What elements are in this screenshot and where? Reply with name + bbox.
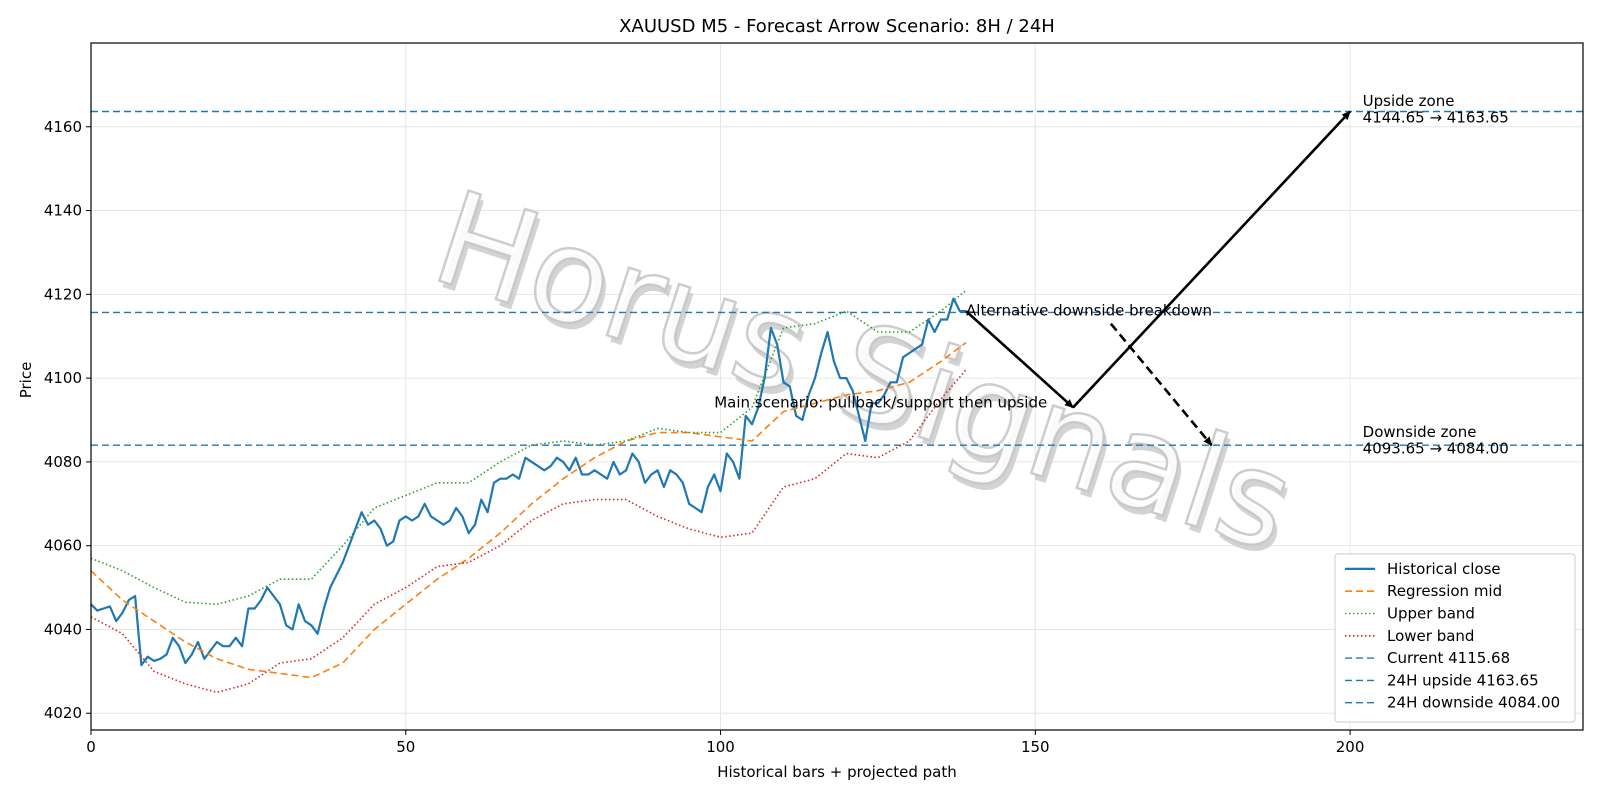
series-line — [90, 297, 967, 667]
x-tick-label: 200 — [1336, 738, 1365, 756]
legend-entry-label: Historical close — [1387, 560, 1501, 578]
y-axis-ticks: 4020 4040 4060 4080 4100 4120 4140 4160 — [44, 118, 91, 722]
legend-entry-label: Current 4115.68 — [1387, 649, 1510, 667]
y-tick-label: 4080 — [44, 453, 82, 471]
y-tick-label: 4160 — [44, 118, 82, 136]
arrow-alt-downside — [1109, 322, 1213, 446]
series-line — [90, 369, 967, 694]
annotation-text: Alternative downside breakdown — [966, 301, 1212, 319]
x-tick-label: 100 — [706, 738, 735, 756]
x-tick-label: 0 — [86, 738, 96, 756]
legend: Historical close Regression mid Upper band… — [1334, 553, 1576, 723]
series-line — [90, 289, 967, 606]
y-tick-label: 4120 — [44, 285, 82, 303]
annotation-text: 4144.65 → 4163.65 — [1363, 109, 1509, 127]
legend-entry-label: 24H downside 4084.00 — [1387, 694, 1560, 712]
chart-title: XAUUSD M5 - Forecast Arrow Scenario: 8H … — [619, 16, 1055, 37]
y-tick-label: 4020 — [44, 704, 82, 722]
annotation-text: Downside zone — [1363, 423, 1477, 441]
plot-frame — [90, 42, 1584, 731]
y-tick-label: 4140 — [44, 202, 82, 220]
legend-entry-label: Regression mid — [1387, 582, 1502, 600]
x-axis-ticks: 0 50 100 150 200 — [86, 730, 1364, 756]
annotation-text: Upside zone — [1363, 92, 1455, 110]
annotations: Alternative downside breakdown Main scena… — [714, 92, 1509, 458]
x-tick-label: 50 — [396, 738, 415, 756]
y-tick-label: 4100 — [44, 369, 82, 387]
horizontal-levels — [91, 110, 1583, 446]
y-tick-label: 4040 — [44, 620, 82, 638]
legend-box — [1334, 553, 1576, 723]
arrow-main-pullback — [965, 310, 1074, 409]
x-axis-label: Historical bars + projected path — [717, 763, 957, 781]
arrow-main-upside — [1072, 110, 1352, 409]
legend-entry-label: Upper band — [1387, 605, 1475, 623]
legend-entry-label: Lower band — [1387, 627, 1474, 645]
legend-entry-label: 24H upside 4163.65 — [1387, 671, 1539, 689]
y-tick-label: 4060 — [44, 537, 82, 555]
y-axis-label: Price — [17, 362, 35, 399]
watermark-word: Horus Signals — [418, 162, 1311, 581]
annotation-text: Main scenario: pullback/support then ups… — [714, 393, 1047, 411]
scenario-arrows — [965, 110, 1352, 446]
x-tick-label: 150 — [1021, 738, 1050, 756]
series-lines — [90, 289, 967, 694]
series-line — [90, 341, 967, 679]
annotation-text: 4093.65 → 4084.00 — [1363, 440, 1509, 458]
